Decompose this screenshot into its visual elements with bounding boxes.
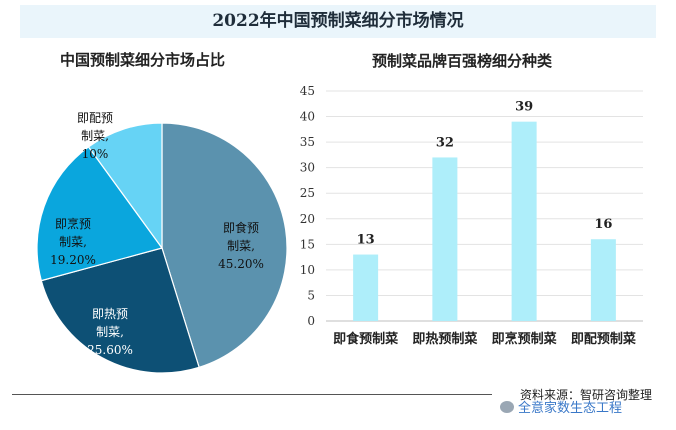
watermark-text: 全意家数生态工程	[518, 401, 623, 416]
x-category-label: 即烹预制菜	[492, 331, 557, 347]
pie-slice-1	[161, 122, 288, 369]
bar-value-label: 32	[436, 135, 454, 150]
bottom-divider	[12, 394, 492, 395]
pie-label-3: 即烹预制菜, 19.20%	[50, 216, 96, 267]
pie-slice-2	[40, 247, 200, 374]
y-tick-label: 10	[300, 263, 315, 277]
x-category-label: 即配预制菜	[571, 331, 636, 347]
bar-3	[511, 121, 537, 322]
y-tick-label: 45	[300, 84, 315, 98]
x-category-label: 即食预制菜	[333, 331, 398, 347]
y-tick-label: 30	[300, 161, 315, 175]
bar-4	[590, 239, 616, 321]
wechat-icon	[500, 401, 514, 413]
watermark: 全意家数生态工程	[500, 397, 622, 416]
y-tick-label: 35	[300, 135, 315, 149]
bar-2	[432, 157, 458, 321]
x-category-label: 即热预制菜	[412, 331, 477, 347]
y-tick-label: 40	[300, 110, 315, 124]
pie-slice-3	[36, 146, 163, 282]
y-tick-label: 25	[300, 186, 315, 200]
y-tick-label: 15	[300, 237, 315, 251]
source-note: 资料来源：智研咨询整理	[520, 388, 653, 402]
pie-slice-4	[87, 122, 163, 250]
bar-1	[353, 254, 379, 321]
pie-label-1: 即食预制菜, 45.20%	[218, 220, 264, 271]
y-tick-label: 5	[307, 288, 315, 302]
pie-label-2: 即热预制菜, 25.60%	[87, 307, 133, 357]
main-title: 2022年中国预制菜细分市场情况	[20, 5, 656, 38]
pie-chart-title: 中国预制菜细分市场占比	[60, 51, 226, 69]
bar-value-label: 13	[357, 233, 375, 248]
bar-value-label: 39	[515, 100, 533, 115]
bar-value-label: 16	[594, 217, 612, 232]
pie-label-4: 即配预制菜, 10%	[77, 111, 113, 161]
bar-chart-title: 预制菜品牌百强榜细分种类	[372, 52, 553, 70]
y-tick-label: 0	[307, 314, 315, 328]
y-tick-label: 20	[300, 212, 315, 226]
